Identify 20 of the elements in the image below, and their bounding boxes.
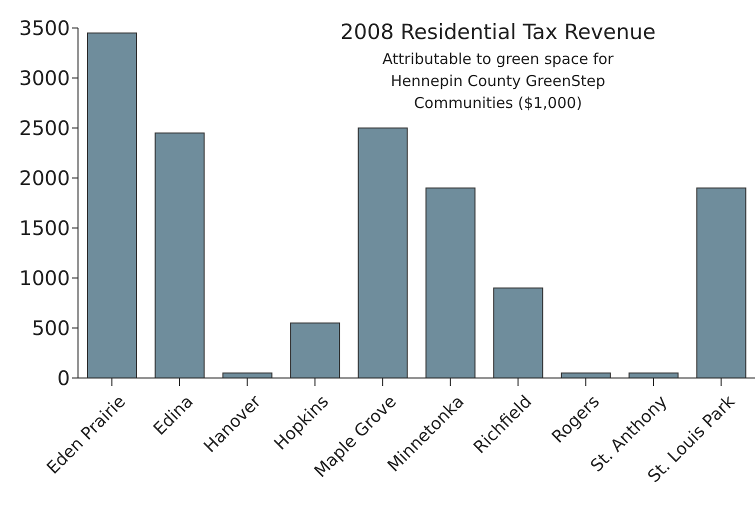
- y-tick-label: 2000: [19, 166, 70, 190]
- y-tick-label: 2500: [19, 116, 70, 140]
- bar: [628, 372, 679, 378]
- chart-title: 2008 Residential Tax Revenue: [339, 20, 657, 44]
- bar: [425, 188, 476, 378]
- bar: [290, 322, 340, 378]
- y-tick-label: 0: [57, 366, 70, 390]
- bar: [86, 32, 137, 378]
- text: Attributable to green space for Hennepin County GreenStep Communities ($1,000): [381, 49, 615, 114]
- bar: [358, 128, 408, 378]
- bar: [222, 372, 272, 378]
- bar: [154, 132, 205, 378]
- y-tick-label: 500: [32, 316, 70, 340]
- y-tick-label: 1500: [19, 216, 70, 240]
- y-tick-label: 3500: [19, 16, 70, 40]
- bar: [696, 188, 746, 378]
- y-tick-label: 3000: [19, 66, 70, 90]
- y-tick-label: 1000: [19, 266, 70, 290]
- bar: [560, 372, 611, 378]
- bar: [493, 288, 544, 378]
